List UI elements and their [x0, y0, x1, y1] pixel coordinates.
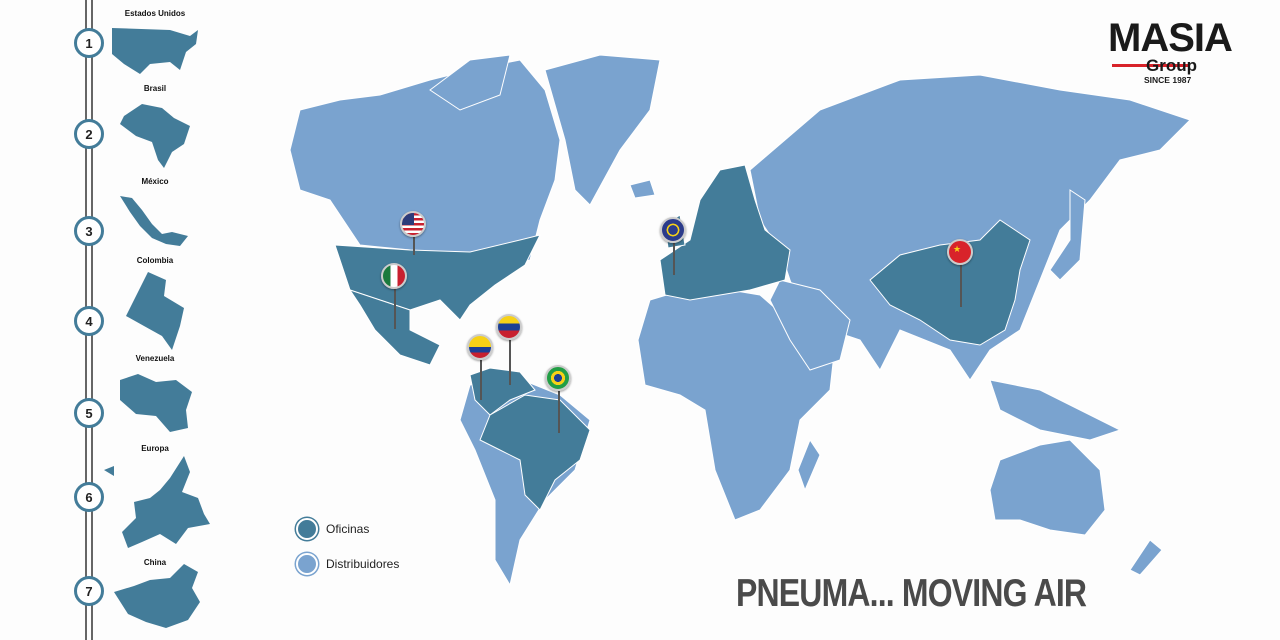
- eu-flag-pin[interactable]: [660, 217, 686, 243]
- country-label: Venezuela: [135, 354, 175, 363]
- masia-logo: MASIA Group SINCE 1987: [1108, 16, 1248, 85]
- pin-stick: [394, 289, 396, 329]
- legend-offices: Oficinas: [296, 518, 369, 540]
- logo-since: SINCE 1987: [1144, 75, 1192, 85]
- iceland: [629, 179, 656, 199]
- greenland: [544, 54, 661, 206]
- colombia-flag-pin[interactable]: [467, 334, 493, 360]
- australia: [989, 439, 1106, 536]
- new-zealand: [1129, 539, 1163, 576]
- china: [869, 219, 1031, 346]
- mexico-silhouette: [120, 196, 188, 246]
- country-label: China: [143, 558, 167, 567]
- venezuela-flag-pin[interactable]: [496, 314, 522, 340]
- japan: [1049, 189, 1086, 281]
- distributors-swatch: [296, 553, 318, 575]
- step-5: 5: [74, 398, 104, 428]
- step-1: 1: [74, 28, 104, 58]
- step-3: 3: [74, 216, 104, 246]
- logo-sub: Group: [1146, 56, 1197, 75]
- europe: [659, 164, 791, 301]
- north-america: [289, 59, 561, 301]
- pin-stick: [960, 265, 962, 307]
- usa-flag-pin[interactable]: [400, 211, 426, 237]
- pin-stick: [413, 237, 415, 255]
- country-label: México: [141, 177, 169, 186]
- step-2: 2: [74, 119, 104, 149]
- canada-islands: [429, 54, 511, 111]
- southeast-asia-islands: [989, 379, 1122, 441]
- country-label: Brasil: [143, 84, 167, 93]
- legend-distributors: Distribuidores: [296, 553, 399, 575]
- pin-stick: [480, 360, 482, 400]
- usa-silhouette: [112, 28, 198, 74]
- china-flag-pin[interactable]: ★: [947, 239, 973, 265]
- logo-name: MASIA: [1108, 16, 1233, 60]
- step-4: 4: [74, 306, 104, 336]
- step-7: 7: [74, 576, 104, 606]
- pin-stick: [558, 391, 560, 433]
- country-label: Estados Unidos: [124, 9, 186, 18]
- china-silhouette: [114, 564, 200, 628]
- legend-offices-label: Oficinas: [326, 522, 370, 536]
- offices-swatch: [296, 518, 318, 540]
- country-label: Europa: [141, 444, 169, 453]
- brazil-flag-pin[interactable]: [545, 365, 571, 391]
- brazil: [479, 394, 591, 511]
- legend-distributors-label: Distribuidores: [326, 557, 400, 571]
- colombia-venezuela: [469, 367, 536, 416]
- madagascar: [797, 438, 821, 492]
- pin-stick: [673, 243, 675, 275]
- logo-line: [1112, 64, 1190, 67]
- pin-stick: [509, 340, 511, 385]
- middle-east: [769, 279, 851, 371]
- venezuela-silhouette: [120, 374, 192, 432]
- mexico-flag-pin[interactable]: [381, 263, 407, 289]
- country-label: Colombia: [136, 256, 174, 265]
- step-6: 6: [74, 482, 104, 512]
- europe-silhouette: [104, 456, 210, 548]
- brazil-silhouette: [120, 104, 190, 168]
- colombia-silhouette: [126, 272, 184, 350]
- tagline: PNEUMA... MOVING AIR: [736, 572, 1087, 615]
